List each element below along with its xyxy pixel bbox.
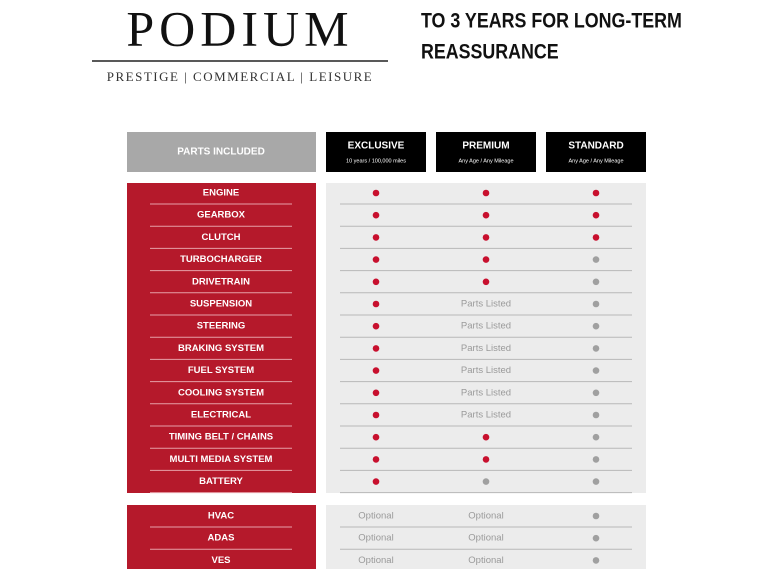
cell-dot — [482, 278, 490, 286]
parts-header-box — [127, 132, 316, 172]
values-block — [326, 183, 646, 493]
cell-dot — [372, 234, 380, 241]
part-label: CLUTCH — [201, 232, 240, 243]
cell-text: Optional — [358, 511, 393, 522]
column-detail: Any Age / Any Mileage — [458, 158, 513, 164]
cell-dot — [372, 345, 380, 352]
cell-dot — [592, 234, 600, 241]
column-header-box — [546, 132, 646, 172]
cell-dot — [592, 189, 600, 197]
cell-dot — [372, 211, 380, 219]
part-label: ENGINE — [203, 188, 239, 199]
parts-header: PARTS INCLUDED — [177, 147, 265, 158]
cell-text: Parts Listed — [461, 343, 511, 354]
cell-text: Optional — [468, 511, 503, 522]
part-label: STEERING — [197, 321, 246, 332]
part-label: BRAKING SYSTEM — [178, 343, 264, 354]
part-label: DRIVETRAIN — [192, 276, 250, 287]
part-label: FUEL SYSTEM — [188, 365, 254, 376]
cell-text: Parts Listed — [461, 321, 511, 332]
cell-text: Parts Listed — [461, 299, 511, 310]
headline: TO 3 YEARS FOR LONG-TERM — [421, 9, 682, 33]
optional-values-block — [326, 505, 646, 569]
column-detail: Any Age / Any Mileage — [568, 158, 623, 164]
cell-dot — [592, 211, 600, 219]
column-header-box — [326, 132, 426, 172]
parts-block — [127, 183, 316, 493]
cell-dot — [592, 534, 600, 542]
cell-text: Parts Listed — [461, 410, 511, 421]
cell-dot — [372, 411, 380, 419]
cell-dot — [592, 278, 600, 286]
cell-dot — [592, 322, 600, 330]
part-label: MULTI MEDIA SYSTEM — [170, 454, 273, 465]
part-label: SUSPENSION — [190, 299, 252, 310]
part-label: TURBOCHARGER — [180, 254, 262, 265]
cell-text: Optional — [358, 555, 393, 566]
cell-dot — [372, 189, 380, 197]
cell-dot — [482, 256, 490, 263]
cell-text: Parts Listed — [461, 387, 511, 398]
cell-dot — [372, 389, 380, 397]
headline: REASSURANCE — [421, 40, 559, 64]
cell-text: Optional — [358, 533, 393, 544]
column-name: PREMIUM — [462, 141, 509, 152]
part-label: GEARBOX — [197, 210, 246, 221]
cell-dot — [372, 322, 380, 330]
cell-dot — [592, 367, 600, 374]
cell-dot — [482, 478, 490, 485]
cell-dot — [372, 367, 380, 374]
cell-text: Optional — [468, 533, 503, 544]
part-label: ADAS — [208, 533, 235, 544]
cell-dot — [592, 478, 600, 485]
part-label: COOLING SYSTEM — [178, 387, 264, 398]
cell-dot — [372, 278, 380, 286]
cell-dot — [592, 512, 600, 520]
cell-dot — [592, 411, 600, 419]
part-label: HVAC — [208, 511, 234, 522]
cell-dot — [372, 256, 380, 263]
cell-dot — [592, 300, 600, 308]
cell-text: Optional — [468, 555, 503, 566]
optional-parts-block — [127, 505, 316, 569]
cell-dot — [372, 456, 380, 463]
cell-dot — [372, 478, 380, 485]
cell-dot — [592, 557, 600, 564]
part-label: BATTERY — [199, 476, 243, 487]
logo: PODIUM — [126, 0, 353, 56]
cell-dot — [372, 433, 380, 441]
column-detail: 10 years / 100,000 miles — [346, 158, 406, 164]
cell-dot — [482, 189, 490, 197]
column-header-box — [436, 132, 536, 172]
cell-dot — [372, 300, 380, 308]
cell-dot — [482, 234, 490, 241]
cell-dot — [592, 345, 600, 352]
cell-dot — [592, 433, 600, 441]
part-label: TIMING BELT / CHAINS — [169, 432, 273, 443]
cell-dot — [592, 389, 600, 397]
cell-dot — [592, 456, 600, 463]
cell-dot — [482, 433, 490, 441]
cell-dot — [482, 456, 490, 463]
cell-dot — [592, 256, 600, 263]
part-label: VES — [211, 555, 230, 566]
cell-text: Parts Listed — [461, 365, 511, 376]
column-name: STANDARD — [568, 141, 623, 152]
cell-dot — [482, 211, 490, 219]
part-label: ELECTRICAL — [191, 410, 251, 421]
column-name: EXCLUSIVE — [348, 141, 405, 152]
tagline: PRESTIGE | COMMERCIAL | LEISURE — [107, 69, 373, 84]
